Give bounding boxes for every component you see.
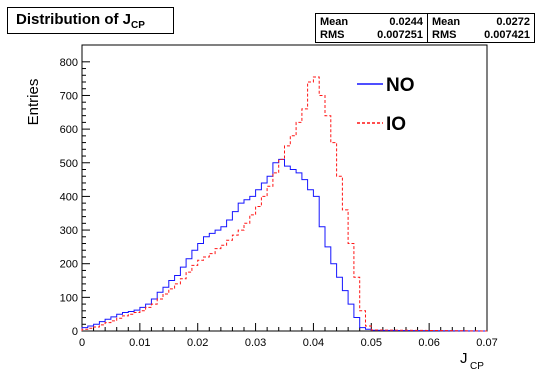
x-tick-label: 0.05	[361, 337, 382, 349]
x-axis-label-sub: CP	[470, 361, 484, 372]
y-tick-label: 100	[60, 292, 78, 304]
x-tick-label: 0.03	[245, 337, 266, 349]
x-axis-title: J CP	[460, 350, 484, 372]
chart-title-main: Distribution of J	[16, 11, 131, 28]
x-axis-label-main: J	[460, 350, 468, 367]
x-tick-label: 0.02	[187, 337, 208, 349]
series-no-line	[81, 158, 488, 332]
chart-title-sub: CP	[131, 20, 145, 31]
y-tick-label: 500	[60, 158, 78, 170]
stats-io-rms: 0.007421	[484, 29, 530, 41]
x-tick-label: 0.07	[476, 337, 497, 349]
y-tick-label: 400	[60, 191, 78, 203]
x-tick-label: 0.04	[303, 337, 324, 349]
x-tick-label: 0.06	[418, 337, 439, 349]
x-axis: 0 0.01 0.02 0.03 0.04 0.05 0.06 0.07	[79, 323, 498, 349]
y-tick-label: 600	[60, 124, 78, 136]
y-tick-label: 800	[60, 57, 78, 69]
stats-box-no: Mean 0.0244 RMS 0.007251	[315, 13, 428, 43]
stats-no-mean-label: Mean	[320, 16, 349, 28]
stats-box-io: Mean 0.0272 RMS 0.007421	[427, 13, 535, 43]
y-tick-label: 200	[60, 259, 78, 271]
stats-io-mean: 0.0272	[496, 16, 530, 28]
stats-no-rms-label: RMS	[320, 29, 345, 41]
legend-label-io: IO	[386, 114, 406, 135]
y-tick-label: 0	[72, 326, 78, 338]
stats-no-rms: 0.007251	[377, 29, 423, 41]
series-layer	[81, 76, 488, 332]
y-tick-label: 700	[60, 90, 78, 102]
legend-label-no: NO	[386, 75, 415, 96]
stats-io-mean-label: Mean	[432, 16, 461, 28]
series-io-line	[81, 76, 488, 332]
x-tick-label: 0	[79, 337, 85, 349]
x-tick-label: 0.01	[129, 337, 150, 349]
stats-no-mean: 0.0244	[389, 16, 423, 28]
y-axis-label: Entries	[25, 79, 42, 126]
legend: NO IO	[357, 75, 415, 135]
chart-title: Distribution of JCP	[7, 7, 174, 34]
y-tick-label: 300	[60, 225, 78, 237]
y-axis: 0 100 200 300 400 500 600 700 800	[60, 57, 90, 338]
stats-io-rms-label: RMS	[432, 29, 457, 41]
plot-frame	[81, 44, 488, 332]
